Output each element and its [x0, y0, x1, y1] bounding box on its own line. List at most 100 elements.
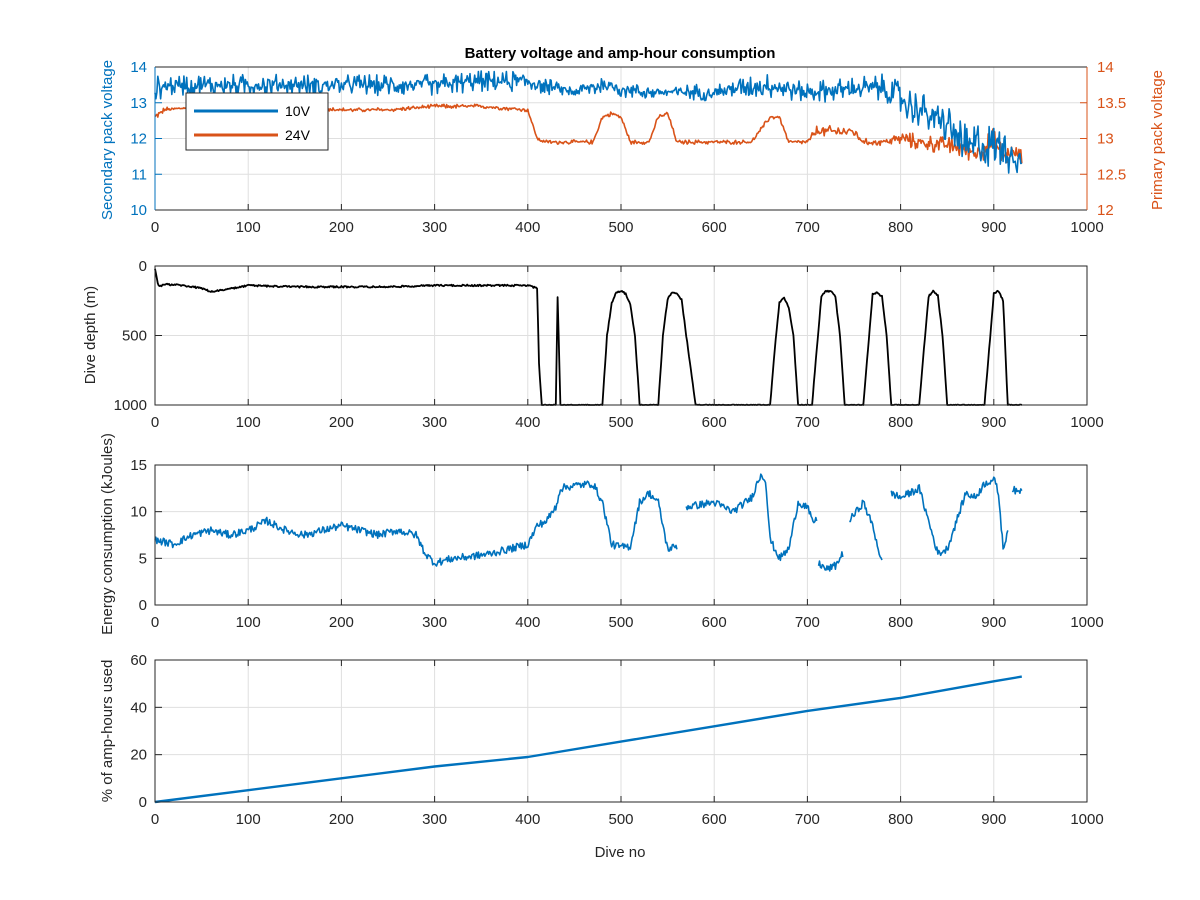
voltage-panel: Battery voltage and amp-hour consumption…: [99, 45, 1166, 236]
x-tick-label: 600: [702, 219, 727, 236]
x-tick-label: 100: [236, 811, 261, 828]
depth-y-axis-label: Dive depth (m): [82, 286, 99, 384]
x-tick-label: 500: [608, 219, 633, 236]
energy-x-ticks: 0 100 200 300 400 500 600 700 800 900 1000: [151, 614, 1104, 631]
y-axis-label-right: Primary pack voltage: [1149, 70, 1166, 210]
y-tick-label-right: 14: [1097, 59, 1114, 76]
x-tick-label: 600: [702, 811, 727, 828]
x-tick-label: 100: [236, 219, 261, 236]
y-tick-label: 60: [130, 652, 147, 669]
y-tick-label: 10: [130, 504, 147, 521]
legend-label-10v: 10V: [285, 103, 311, 119]
y-tick-label: 0: [139, 597, 147, 614]
x-tick-label: 700: [795, 811, 820, 828]
x-tick-label: 800: [888, 614, 913, 631]
y-tick-label: 500: [122, 328, 147, 345]
y-tick-label: 15: [130, 457, 147, 474]
y-tick-label-right: 13.5: [1097, 95, 1126, 112]
energy-panel: 0 100 200 300 400 500 600 700 800 900 1000 051015 …: [99, 433, 1104, 635]
x-tick-label: 500: [608, 811, 633, 828]
depth-x-ticks: 0 100 200 300 400 500 600 700 800 900 1000: [151, 414, 1104, 431]
amphour-axes: [154, 659, 1088, 803]
x-tick-label: 900: [981, 414, 1006, 431]
y-tick-label: 0: [139, 258, 147, 275]
amphour-x-ticks: 0 100 200 300 400 500 600 700 800 900 1000: [151, 811, 1104, 828]
energy-series-segment: [1011, 485, 1023, 495]
y-tick-label-left: 11: [131, 166, 147, 183]
x-tick-label: 0: [151, 414, 159, 431]
x-tick-label: 500: [608, 614, 633, 631]
legend-label-24v: 24V: [285, 127, 311, 143]
x-tick-label: 0: [151, 614, 159, 631]
y-tick-label: 20: [130, 747, 147, 764]
energy-y-ticks: 0 5 10 15: [130, 457, 147, 614]
y-tick-label-right: 13: [1097, 131, 1114, 148]
x-axis-label: Dive no: [595, 844, 646, 861]
x-tick-label: 800: [888, 811, 913, 828]
chart-title: Battery voltage and amp-hour consumption: [465, 45, 776, 62]
y-tick-label: 5: [139, 550, 147, 567]
y-tick-label-left: 13: [130, 95, 147, 112]
x-tick-label: 600: [702, 414, 727, 431]
depth-y-ticks: 0 500 1000: [114, 258, 147, 414]
x-tick-label: 0: [151, 219, 159, 236]
x-tick-label: 800: [888, 414, 913, 431]
legend-box: [185, 92, 329, 151]
y-tick-label: 40: [130, 699, 147, 716]
axes-box: [154, 659, 1088, 803]
x-tick-label: 200: [329, 811, 354, 828]
x-tick-label: 100: [236, 614, 261, 631]
y-axis-label-left: Secondary pack voltage: [99, 60, 116, 220]
x-tick-label: 600: [702, 614, 727, 631]
y-tick-label-left: 10: [130, 202, 147, 219]
x-tick-label: 700: [795, 614, 820, 631]
x-tick-label: 300: [422, 614, 447, 631]
x-tick-label: 900: [981, 219, 1006, 236]
amphour-y-ticks: 0 20 40 60: [130, 652, 147, 811]
x-tick-label: 1000: [1070, 219, 1103, 236]
axes-box: [154, 265, 1088, 406]
y-tick-label-left: 14: [130, 59, 147, 76]
x-tick-label: 900: [981, 614, 1006, 631]
energy-series-segment: [685, 473, 818, 562]
x-tick-label: 900: [981, 811, 1006, 828]
energy-series-segment: [154, 480, 678, 567]
depth-panel: 0 100 200 300 400 500 600 700 800 900 1000 0 500 100…: [82, 258, 1104, 431]
depth-axes: [154, 265, 1088, 406]
amphour-y-axis-label: % of amp-hours used: [99, 660, 116, 803]
x-tick-label: 1000: [1070, 811, 1103, 828]
x-tick-label: 800: [888, 219, 913, 236]
x-tick-label: 200: [329, 219, 354, 236]
amphour-plot-area: [154, 675, 1022, 804]
y-tick-label-right: 12: [1097, 202, 1114, 219]
x-tick-label: 1000: [1070, 414, 1103, 431]
amphour-series-line: [154, 675, 1022, 804]
y-tick-label-right: 12.5: [1097, 166, 1126, 183]
energy-series-segment: [817, 551, 844, 572]
x-tick-label: 100: [236, 414, 261, 431]
energy-y-axis-label: Energy consumption (kJoules): [99, 433, 116, 635]
x-tick-label: 200: [329, 614, 354, 631]
x-tick-label: 300: [422, 811, 447, 828]
energy-plot-area: [154, 473, 1023, 572]
x-tick-label: 0: [151, 811, 159, 828]
x-tick-label: 500: [608, 414, 633, 431]
x-tick-label: 300: [422, 219, 447, 236]
x-tick-label: 400: [515, 811, 540, 828]
x-tick-label: 400: [515, 414, 540, 431]
x-tick-label: 400: [515, 219, 540, 236]
y-tick-label: 0: [139, 794, 147, 811]
x-tick-label: 200: [329, 414, 354, 431]
energy-axes: [154, 464, 1088, 606]
x-tick-label: 300: [422, 414, 447, 431]
legend: 10V 24V: [185, 92, 329, 151]
x-tick-label: 400: [515, 614, 540, 631]
energy-series-segment: [849, 499, 883, 561]
y-tick-label-left: 12: [130, 131, 147, 148]
energy-series-segment: [890, 476, 1009, 557]
x-tick-label: 1000: [1070, 614, 1103, 631]
x-tick-label: 700: [795, 414, 820, 431]
axes-box: [154, 464, 1088, 606]
